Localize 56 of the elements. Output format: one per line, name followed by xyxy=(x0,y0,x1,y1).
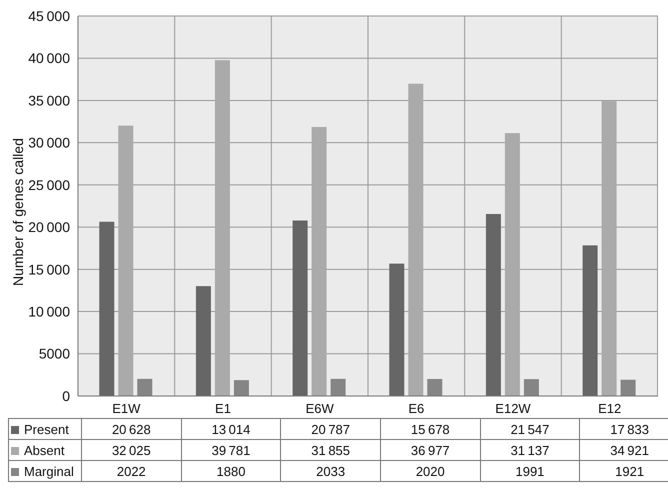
y-tick-label: 20 000 xyxy=(28,219,70,236)
bar xyxy=(389,264,404,396)
y-tick-label: 0 xyxy=(62,388,70,404)
x-tick-label: E1W xyxy=(112,401,142,416)
data-label: 13 014 xyxy=(181,418,281,440)
legend-label: Present xyxy=(8,418,82,440)
data-label: 2022 xyxy=(82,460,182,482)
data-label: 31 137 xyxy=(480,440,580,460)
data-label: 34 921 xyxy=(580,440,668,460)
y-tick-label: 10 000 xyxy=(28,304,70,320)
data-label: 15 678 xyxy=(380,418,480,440)
data-label: 31 855 xyxy=(280,440,380,460)
bar xyxy=(620,380,636,396)
bar xyxy=(234,380,249,396)
bar xyxy=(582,245,598,396)
data-label: 2020 xyxy=(380,460,480,482)
y-tick-label: 25 000 xyxy=(28,176,70,193)
x-tick-label: E6W xyxy=(306,401,334,416)
data-label: 1880 xyxy=(181,460,281,482)
bar xyxy=(602,101,617,396)
bar xyxy=(427,378,442,396)
data-label: 20 787 xyxy=(280,418,380,440)
bar xyxy=(330,378,346,396)
data-label: 20 628 xyxy=(82,418,182,440)
bar xyxy=(524,379,539,396)
bar xyxy=(292,220,308,396)
data-label: 1921 xyxy=(580,460,668,482)
x-tick-label: E12W xyxy=(495,401,532,416)
y-tick-label: 35 000 xyxy=(28,92,70,108)
y-axis-title: Number of genes called xyxy=(10,138,26,286)
bar xyxy=(196,286,211,396)
bar xyxy=(504,133,520,396)
bar xyxy=(137,378,152,396)
data-label: 2033 xyxy=(280,460,380,482)
legend-label: Absent xyxy=(8,440,82,460)
bar xyxy=(408,84,424,396)
bar xyxy=(118,126,134,396)
legend-label: Marginal xyxy=(8,460,82,482)
bar xyxy=(214,60,230,396)
data-label: 1991 xyxy=(480,460,580,482)
data-label: 39 781 xyxy=(181,440,281,460)
y-tick-label: 45 000 xyxy=(28,8,70,24)
bar xyxy=(486,214,501,396)
data-label: 32 025 xyxy=(82,440,182,460)
x-tick-label: E1 xyxy=(215,401,231,416)
y-tick-label: 30 000 xyxy=(28,134,70,151)
data-label: 17 833 xyxy=(580,418,668,440)
y-tick-label: 40 000 xyxy=(28,50,70,66)
x-tick-label: E6 xyxy=(408,401,424,416)
x-tick-label: E12 xyxy=(598,401,622,416)
data-label: 36 977 xyxy=(380,440,480,460)
y-tick-label: 5000 xyxy=(38,346,70,362)
data-label: 21 547 xyxy=(480,418,580,440)
y-tick-label: 15 000 xyxy=(28,261,70,278)
bar xyxy=(312,127,327,396)
bar xyxy=(99,222,114,396)
